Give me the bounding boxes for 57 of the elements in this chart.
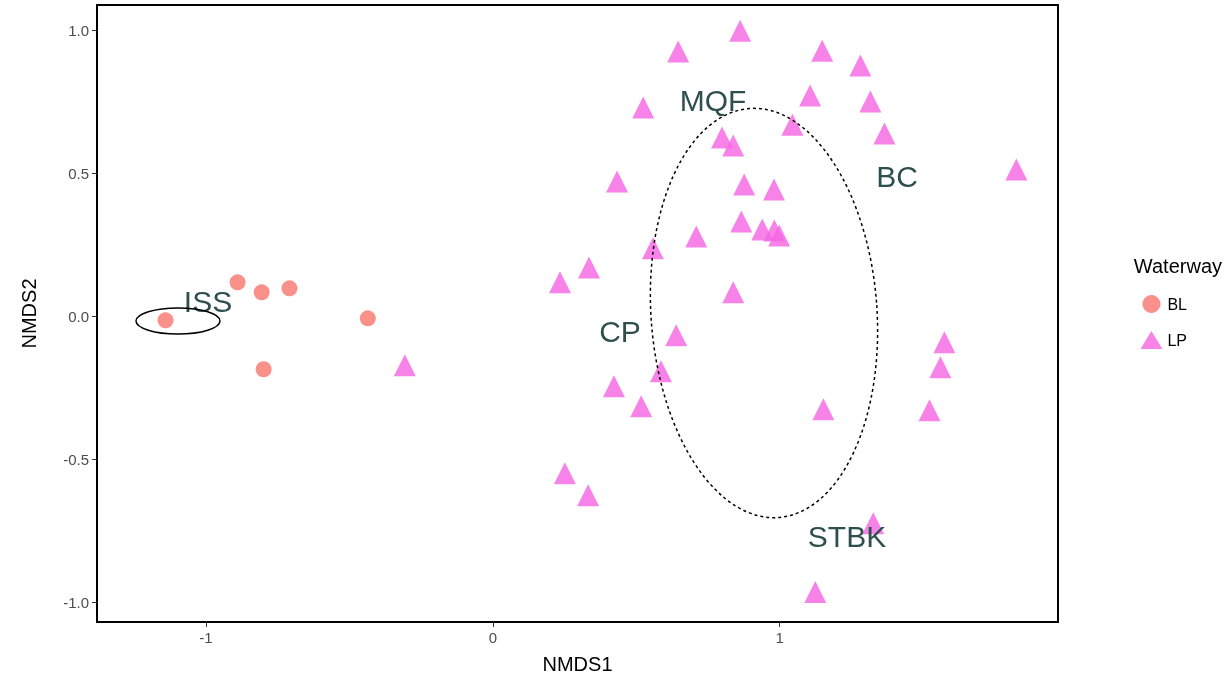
point bbox=[768, 224, 791, 247]
y-tick-label: 0.5 bbox=[68, 165, 89, 183]
point bbox=[549, 271, 571, 294]
x-tick-label: 0 bbox=[488, 629, 498, 646]
point bbox=[729, 19, 752, 42]
point bbox=[722, 134, 745, 157]
annotation: STBK bbox=[807, 519, 887, 553]
point bbox=[577, 484, 600, 507]
point bbox=[804, 581, 827, 604]
point bbox=[665, 324, 688, 347]
y-tick-label: -0.5 bbox=[63, 450, 89, 468]
point bbox=[873, 122, 896, 145]
point bbox=[781, 113, 804, 136]
point bbox=[606, 170, 629, 193]
point bbox=[730, 210, 753, 233]
annotation: MQF bbox=[679, 83, 747, 117]
y-axis-title: NMDS2 bbox=[18, 278, 40, 349]
point bbox=[649, 360, 672, 383]
annotation: CP bbox=[599, 314, 641, 348]
point bbox=[799, 84, 822, 107]
legend-label: LP bbox=[1167, 331, 1188, 349]
point bbox=[763, 178, 785, 201]
point bbox=[602, 375, 625, 398]
point bbox=[632, 96, 655, 119]
point bbox=[859, 90, 882, 113]
legend-title: Waterway bbox=[1133, 255, 1223, 277]
legend-label: BL bbox=[1167, 295, 1188, 313]
point bbox=[253, 284, 270, 301]
point bbox=[918, 399, 941, 422]
point bbox=[849, 54, 872, 77]
x-tick-label: 1 bbox=[775, 629, 784, 646]
point bbox=[812, 398, 835, 421]
point bbox=[577, 256, 600, 279]
point bbox=[641, 237, 664, 260]
x-axis-title: NMDS1 bbox=[542, 653, 613, 675]
point bbox=[229, 274, 246, 291]
point bbox=[722, 281, 745, 304]
point bbox=[929, 356, 952, 379]
point bbox=[1005, 158, 1028, 181]
point bbox=[685, 225, 708, 248]
y-tick-label: 1.0 bbox=[68, 22, 89, 40]
point bbox=[255, 361, 272, 378]
point bbox=[667, 40, 690, 63]
point bbox=[933, 331, 956, 354]
point bbox=[157, 312, 174, 329]
annotation: ISS bbox=[183, 284, 233, 318]
y-tick-label: -1.0 bbox=[63, 593, 89, 611]
point bbox=[630, 395, 653, 418]
point bbox=[359, 310, 376, 327]
y-tick-label: 0.0 bbox=[68, 307, 89, 325]
point bbox=[281, 280, 298, 297]
point bbox=[811, 39, 834, 62]
point bbox=[393, 354, 416, 377]
x-tick-label: -1 bbox=[199, 629, 213, 646]
point bbox=[733, 173, 756, 196]
point bbox=[553, 462, 576, 485]
annotation: BC bbox=[876, 159, 918, 193]
